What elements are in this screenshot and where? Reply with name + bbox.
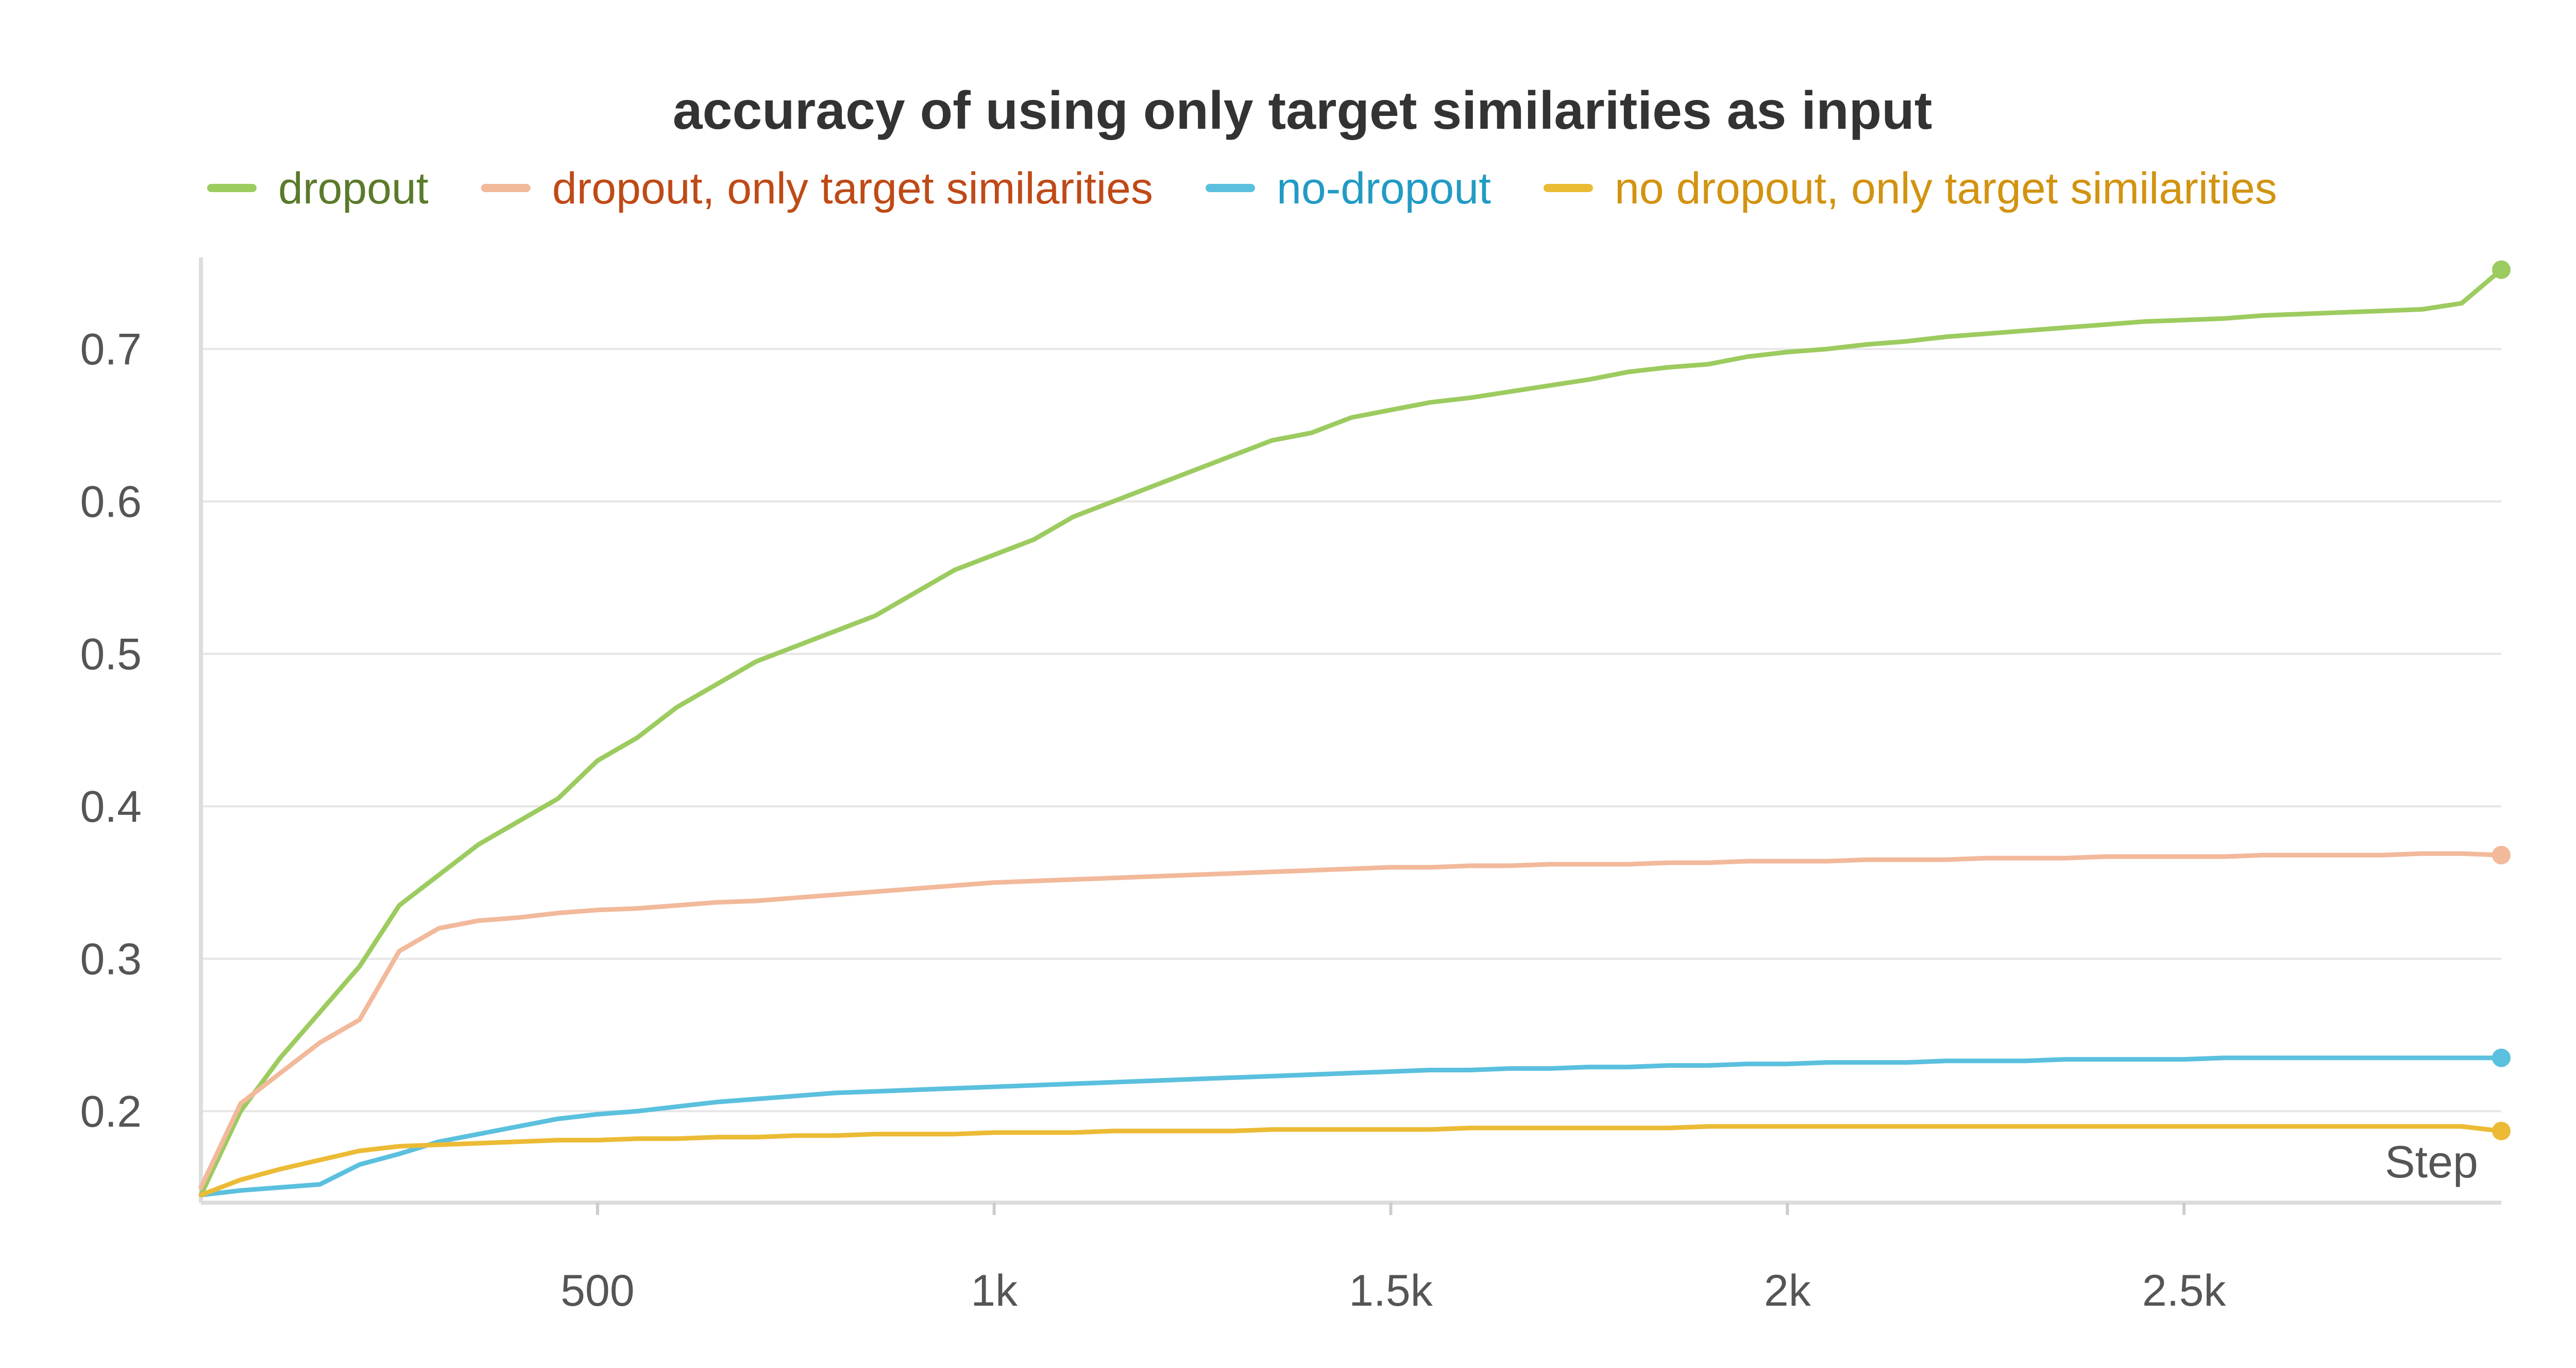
series-end-point: [2492, 846, 2511, 865]
x-tick-label: 2.5k: [2142, 1266, 2227, 1315]
legend-item[interactable]: no dropout, only target similarities: [1543, 164, 2277, 213]
series-line: [198, 267, 2504, 1198]
x-tick-label: 2k: [1764, 1266, 1811, 1315]
series-no-dropout-only-target-similarities: [198, 1121, 2511, 1198]
x-tick-label: 1k: [971, 1266, 1018, 1315]
legend-label: no dropout, only target similarities: [1615, 164, 2277, 213]
y-tick-label: 0.3: [80, 934, 142, 984]
x-axis-label: Step: [2385, 1136, 2478, 1187]
legend-item[interactable]: dropout, only target similarities: [481, 164, 1153, 213]
series-end-point: [2492, 1048, 2511, 1067]
legend-label: no-dropout: [1277, 164, 1491, 213]
y-tick-label: 0.2: [80, 1087, 142, 1136]
series-end-point: [2492, 1121, 2511, 1140]
legend-item[interactable]: no-dropout: [1205, 164, 1491, 213]
legend: dropout dropout, only target similarities…: [207, 164, 2277, 213]
y-tick-label: 0.5: [80, 630, 142, 679]
y-tick-label: 0.6: [80, 477, 142, 527]
x-tick-label: 500: [561, 1266, 635, 1315]
series-line: [198, 1124, 2504, 1198]
legend-label: dropout: [278, 164, 429, 213]
y-tick-label: 0.4: [80, 782, 142, 831]
series-dropout-only-target-similarities: [198, 846, 2511, 1190]
grid-lines: [201, 348, 2501, 1113]
legend-label: dropout, only target similarities: [552, 164, 1153, 213]
series-end-point: [2492, 260, 2511, 279]
series-line: [198, 1055, 2504, 1198]
series-line: [198, 851, 2504, 1190]
series-no-dropout: [198, 1048, 2511, 1198]
series-dropout: [198, 260, 2511, 1198]
x-tick-label: 1.5k: [1349, 1266, 1433, 1315]
chart-title: accuracy of using only target similariti…: [673, 81, 1933, 141]
y-tick-label: 0.7: [80, 325, 142, 374]
axes: 0.2 0.3 0.4 0.5 0.6 0.7 500 1k 1.5k 2k 2.5k: [80, 258, 2501, 1315]
series-layer: [198, 260, 2511, 1198]
legend-item[interactable]: dropout: [207, 164, 429, 213]
